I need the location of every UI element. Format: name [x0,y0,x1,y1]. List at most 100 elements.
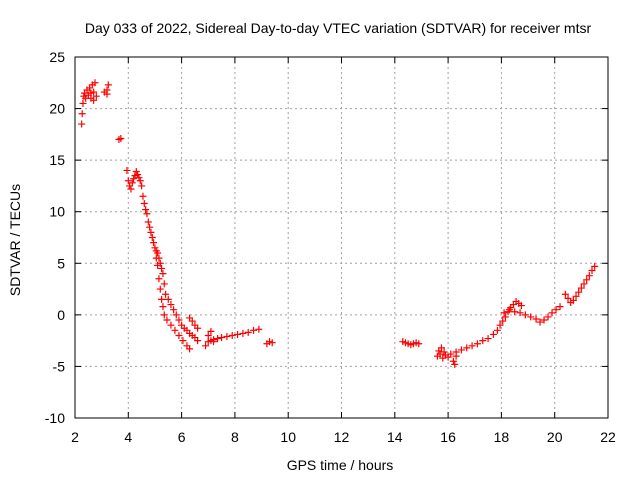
data-point [179,337,187,345]
data-point [128,179,136,187]
data-point [91,79,99,87]
data-point [171,326,179,334]
data-point [588,267,596,275]
data-point [127,185,135,193]
data-point [167,301,175,309]
data-point [484,335,492,343]
data-point [186,345,194,353]
data-point [449,357,457,365]
y-tick-label: 20 [49,101,65,117]
data-point [142,206,150,214]
data-point [167,321,175,329]
data-point [140,199,148,207]
data-point [440,348,448,356]
data-point [516,309,524,317]
x-tick-label: 18 [494,429,510,445]
data-point [255,325,263,333]
data-point [511,308,519,316]
x-tick-label: 8 [231,429,239,445]
data-point [132,167,140,175]
grid [75,57,608,418]
data-point [569,296,577,304]
data-point [536,318,544,326]
data-point [79,99,87,107]
data-point [489,330,497,338]
y-tick-label: -10 [45,410,65,426]
data-point [78,110,86,118]
data-point [451,360,459,368]
data-point [90,88,98,96]
x-tick-label: 10 [280,429,296,445]
data-point [164,295,172,303]
data-point [139,192,147,200]
data-point [548,309,556,317]
x-tick-label: 4 [124,429,132,445]
y-tick-label: 0 [57,307,65,323]
data-point [473,340,481,348]
data-point [154,249,162,257]
data-point [591,262,599,270]
y-tick-label: 15 [49,152,65,168]
data-point [223,333,231,341]
data-point [499,317,507,325]
data-point [447,350,455,358]
data-point [540,316,548,324]
data-point [436,350,444,358]
x-tick-label: 6 [178,429,186,445]
data-point [188,317,196,325]
data-point [556,303,564,311]
data-point [583,276,591,284]
data-point [150,239,158,247]
data-point [544,313,552,321]
data-point [154,261,162,269]
data-point [143,210,151,218]
data-point [152,254,160,262]
x-axis-label: GPS time / hours [287,457,394,473]
data-point [468,342,476,350]
x-tick-label: 14 [387,429,403,445]
data-point [234,330,242,338]
data-point [268,339,276,347]
data-point [87,94,95,102]
data-point [505,306,513,314]
data-point [415,340,423,348]
data-point [170,306,178,314]
data-point [218,334,226,342]
data-point [500,309,508,317]
data-point [496,321,504,329]
data-point [155,275,163,283]
data-point [577,284,585,292]
x-tick-label: 16 [440,429,456,445]
data-point [521,311,529,319]
data-point [204,331,212,339]
data-point [228,331,236,339]
data-point [501,313,509,321]
data-point [160,311,168,319]
data-point [162,290,170,298]
data-point [572,292,580,300]
x-tick-label: 20 [547,429,563,445]
data-point [552,306,560,314]
data-point [564,294,572,302]
data-point [124,177,132,185]
data-point [148,234,156,241]
data-point [457,346,465,354]
data-point [144,218,152,226]
data-point [194,324,202,332]
data-point [452,348,460,356]
data-point [92,92,100,100]
data-point [138,182,146,190]
y-tick-label: 10 [49,204,65,220]
data-point [147,228,155,236]
data-point [151,244,159,252]
data-point [561,290,569,298]
data-point [163,316,171,324]
data-point [78,120,86,128]
data-point [585,272,593,280]
data-point [160,280,168,288]
x-tick-label: 12 [334,429,350,445]
data-point [250,326,258,334]
data-point [158,295,166,303]
data-point [517,302,525,310]
